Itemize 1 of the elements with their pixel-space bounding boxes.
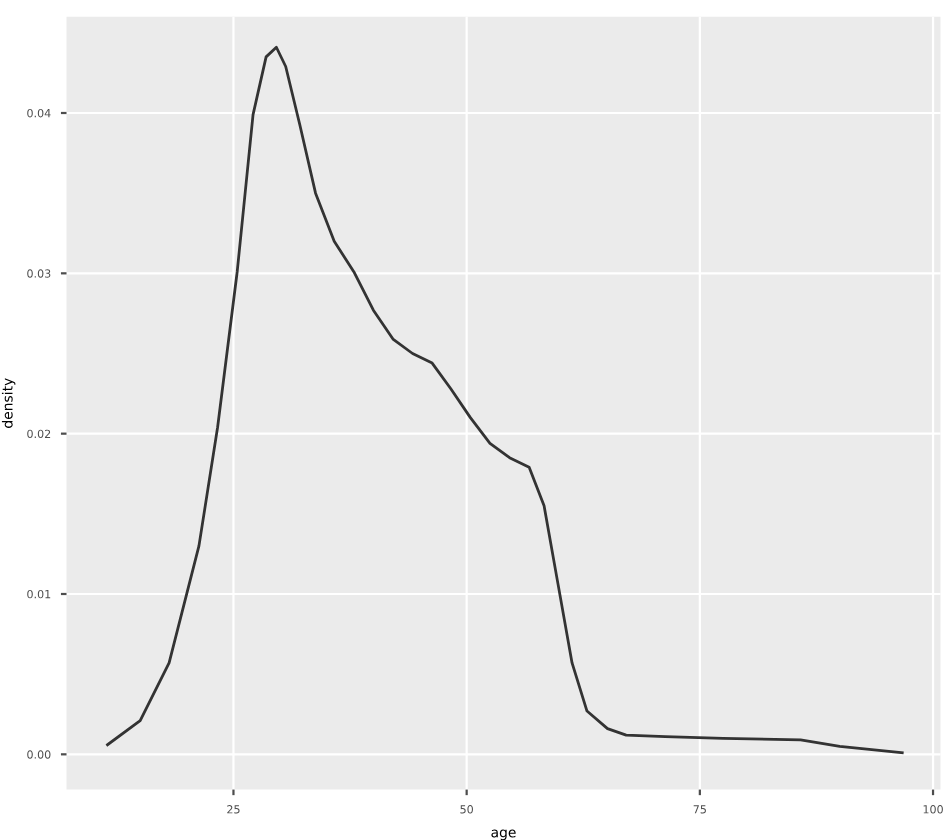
line-series	[106, 45, 904, 755]
